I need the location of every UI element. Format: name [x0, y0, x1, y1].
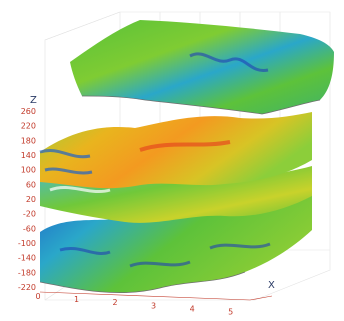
z-tick-label: 60 [26, 180, 36, 189]
z-tick-label: -60 [23, 224, 36, 233]
z-tick-label: 140 [21, 151, 36, 160]
z-axis-label: Z [30, 95, 37, 106]
x-axis-label: X [268, 280, 275, 291]
z-tick-label: -220 [18, 283, 36, 292]
surface-top [70, 20, 334, 115]
x-tick-label: 2 [113, 298, 118, 307]
x-axis: 0 1 2 3 4 5 X [35, 280, 275, 317]
z-tick-label: 220 [21, 122, 36, 131]
z-tick-label: -180 [18, 268, 36, 277]
x-tick-label: 0 [35, 292, 40, 301]
x-tick-label: 1 [74, 295, 79, 304]
x-tick-label: 3 [151, 301, 156, 310]
z-tick-label: 20 [26, 195, 36, 204]
z-tick-label: 260 [21, 107, 36, 116]
z-tick-label: -100 [18, 239, 36, 248]
z-tick-label: -140 [18, 254, 36, 263]
z-tick-label: -20 [23, 210, 36, 219]
z-tick-label: 180 [21, 136, 36, 145]
z-tick-label: 100 [21, 166, 36, 175]
z-axis: Z 260 220 180 140 100 60 20 -20 -60 -100 -140 -180 -… [18, 95, 37, 292]
surface-middle [39, 112, 312, 189]
x-tick-label: 4 [190, 304, 195, 313]
x-tick-label: 5 [228, 308, 233, 317]
